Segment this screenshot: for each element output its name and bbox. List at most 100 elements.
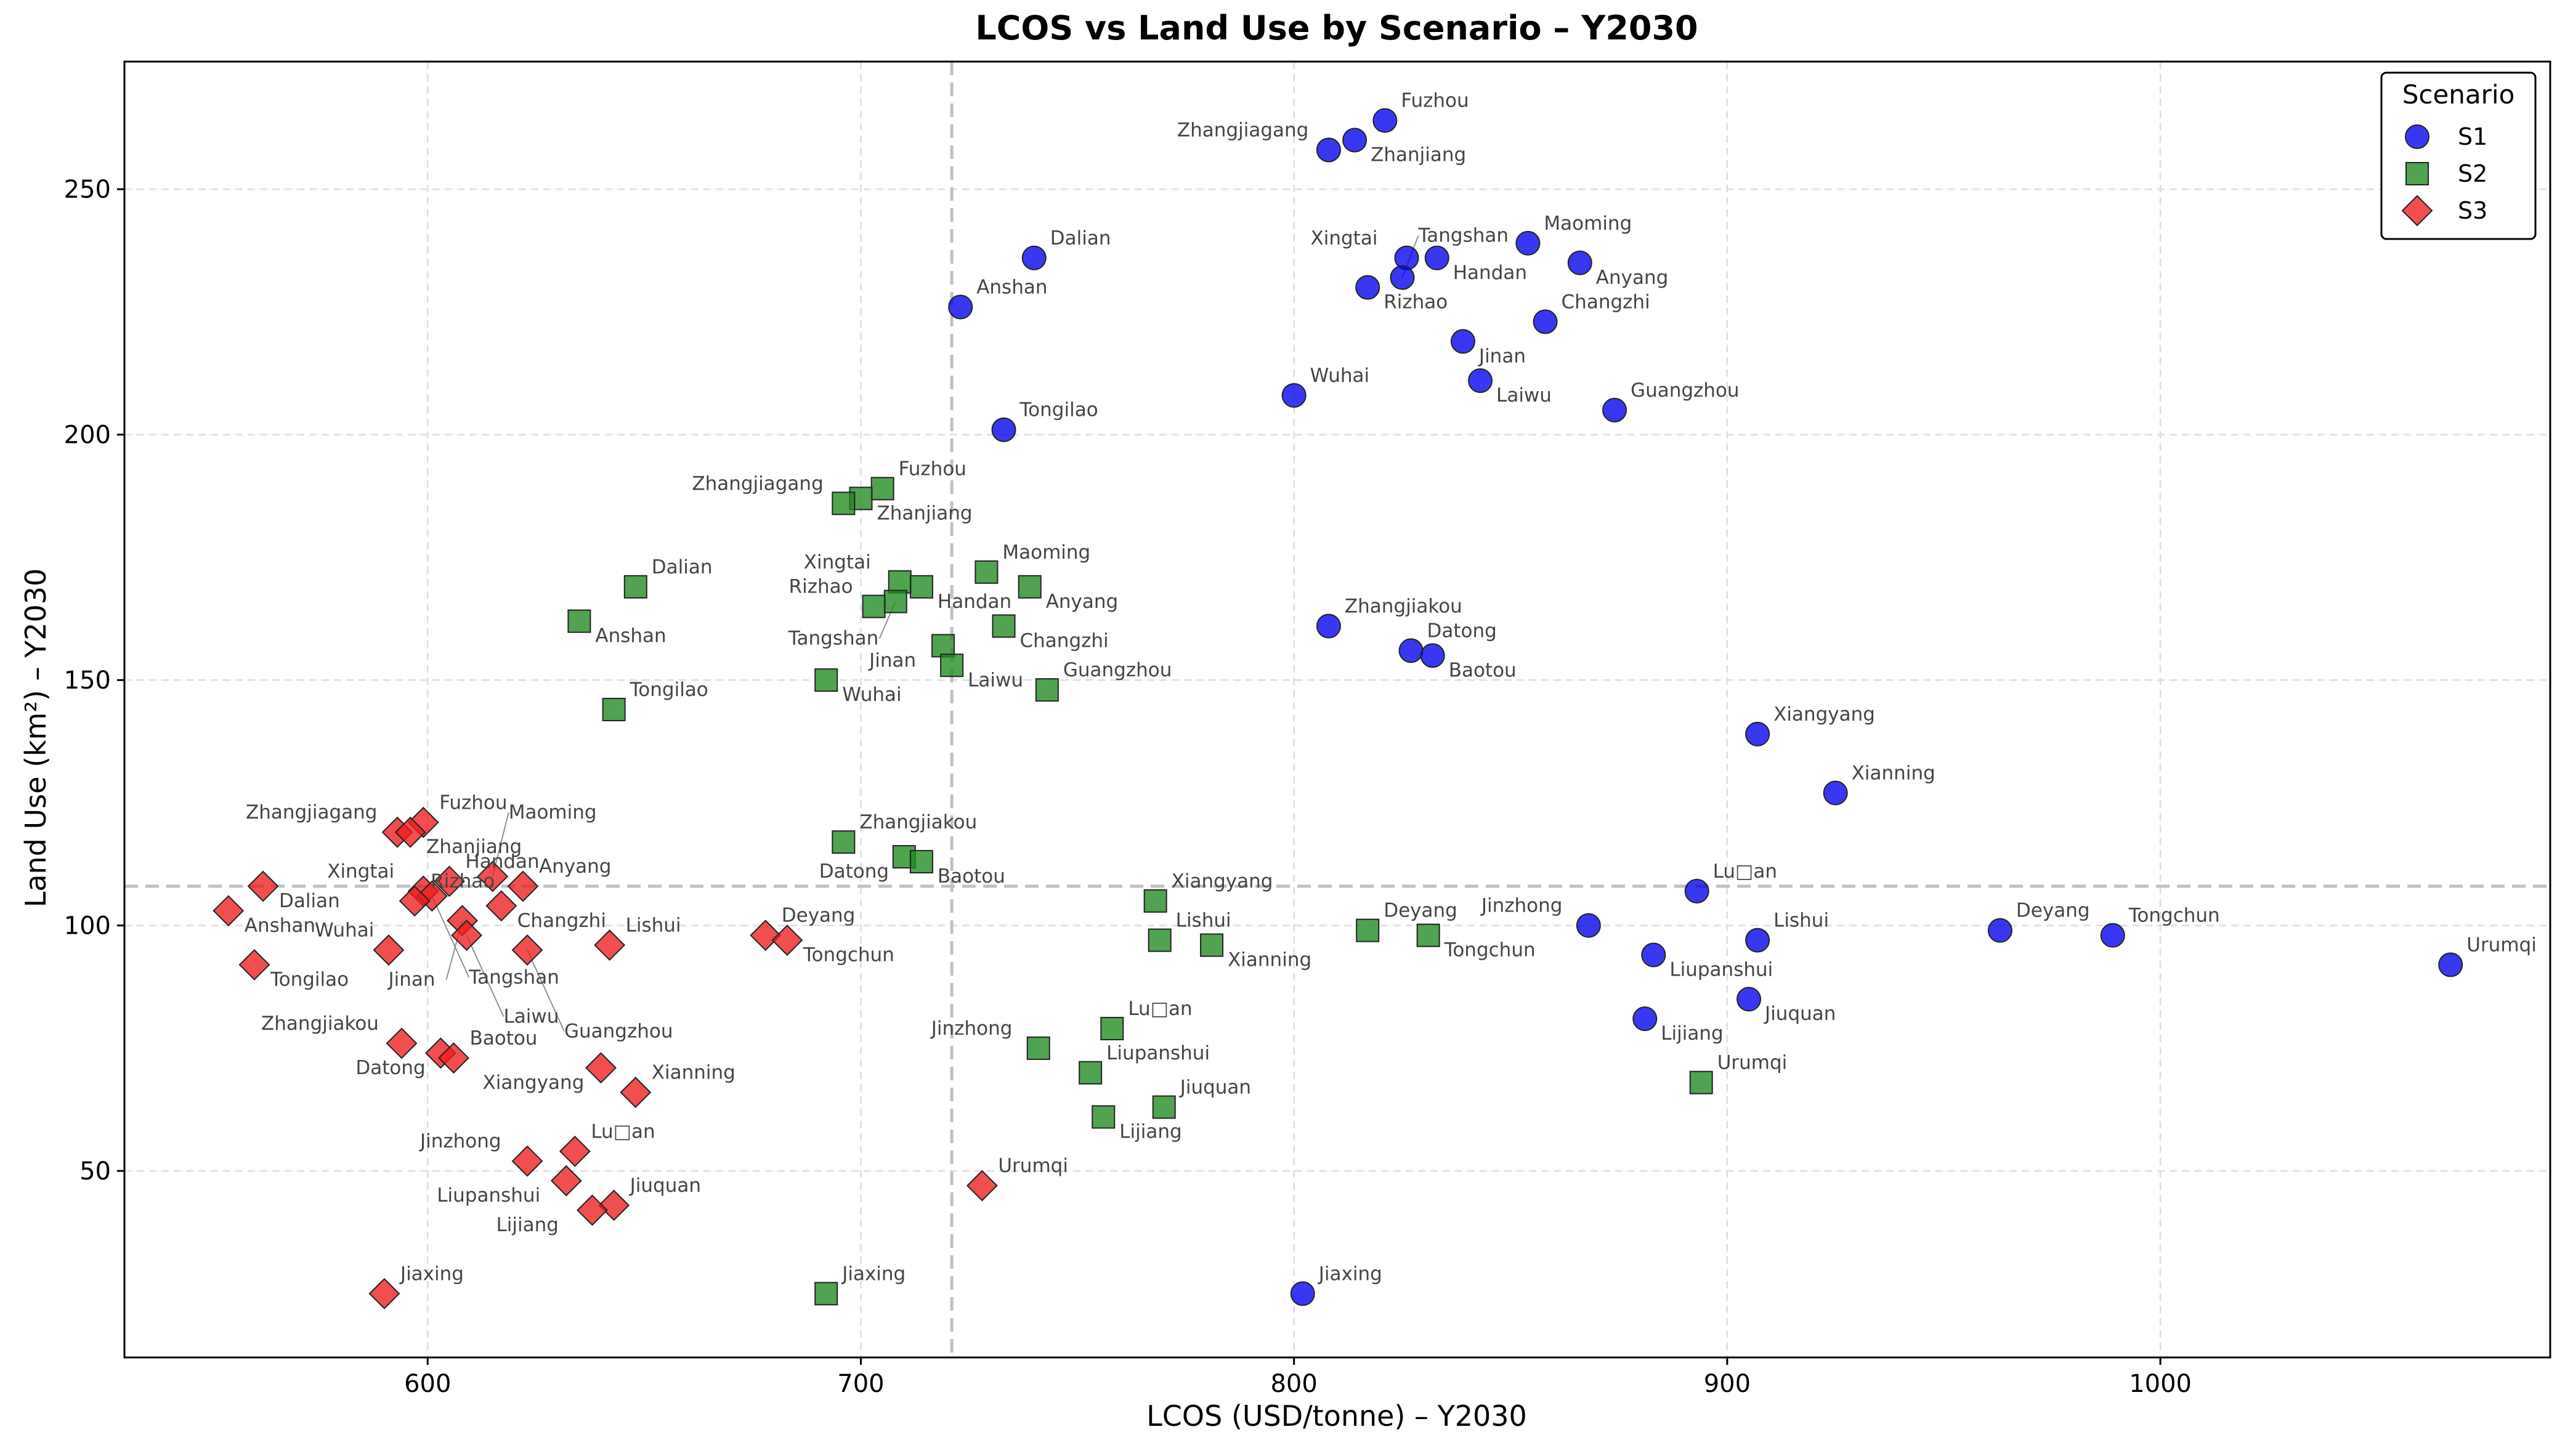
point-s3 [559,1135,591,1167]
y-tick-label: 50 [79,1157,111,1186]
point-s1 [1684,878,1709,904]
point-label: Rizhao [1384,291,1448,313]
point-s1 [1736,987,1762,1012]
point-s2 [1143,889,1167,913]
point-label: Anshan [976,276,1047,298]
point-label: Rizhao [431,870,495,892]
point-label: Dalian [1050,227,1111,249]
y-tick-label: 250 [64,176,111,204]
point-label: Baotou [469,1027,537,1050]
point-s2 [602,698,626,721]
point-s1 [1567,250,1592,275]
point-s2 [1200,933,1224,957]
point-label: Changzhi [1020,630,1109,652]
point-label: Jinan [387,969,436,991]
point-label: Lu□an [1713,860,1777,883]
x-tick-label: 700 [837,1370,884,1398]
point-label: Anyang [1596,267,1669,289]
point-label: Tongilao [270,968,349,990]
point-s3 [394,816,426,848]
point-label: Lu□an [591,1120,655,1143]
point-label: Maoming [1544,212,1632,235]
point-label: Laiwu [1496,384,1552,406]
point-s1 [1745,721,1770,746]
point-label: Xianning [1852,762,1935,784]
point-s3 [451,920,482,952]
point-s3 [386,1027,418,1059]
point-label: Changzhi [517,910,606,932]
point-label: Jinzhong [419,1130,501,1152]
point-s2 [1035,678,1059,702]
point-label: Fuzhou [439,791,507,814]
point-s2 [931,634,955,658]
point-s3 [511,934,543,966]
axis-ticks: 600 700 800 900 1000 50 100 150 200 250 [64,176,2192,1398]
point-label: Jiuquan [629,1175,701,1197]
point-label: Deyang [1384,900,1457,922]
point-s2 [909,850,933,874]
point-s2 [567,609,591,633]
point-s1 [1021,245,1047,270]
point-label: Jinan [868,649,916,671]
point-s2 [1026,1036,1050,1060]
point-s1 [1602,397,1627,423]
point-label: Guangzhou [564,1021,673,1043]
point-s1 [1342,127,1368,153]
point-s2 [909,575,933,599]
point-s1 [2438,952,2463,977]
point-label: Fuzhou [1401,90,1469,112]
x-tick-label: 900 [1704,1370,1751,1398]
point-labels: Fuzhou Zhanjiang Zhangjiagang Maoming Xingta… [245,90,2537,1285]
x-tick-label: 800 [1270,1370,1317,1398]
point-s2 [1689,1070,1713,1094]
point-label: Zhanjiang [877,502,972,524]
point-label: Handan [1453,262,1527,284]
point-s2 [623,575,647,599]
point-s1 [1515,230,1541,256]
point-label: Xianning [652,1062,735,1084]
legend-marker-s3 [2401,195,2433,227]
point-s3 [507,870,539,902]
point-label: Tangshan [788,628,879,650]
point-s1 [948,294,973,320]
point-s1 [1355,275,1380,300]
x-tick-label: 600 [404,1370,451,1398]
point-label: Lishui [1176,910,1231,932]
point-s3 [771,924,803,956]
point-s1 [1290,1281,1315,1306]
reference-lines [124,62,2550,1357]
point-s1 [1450,329,1475,354]
point-label: Guangzhou [1063,659,1172,681]
legend-entry-s1: S1 [2458,123,2487,150]
point-s2 [883,589,907,613]
point-s1 [1987,918,2012,943]
point-label: Xiangyang [483,1072,585,1094]
point-label: Liupanshui [1669,958,1773,981]
point-s1 [1632,1006,1658,1032]
point-s2 [975,560,999,584]
y-tick-label: 150 [64,666,111,695]
point-s3 [577,1194,608,1226]
point-s3 [477,860,509,892]
point-label: Zhangjiagang [246,801,377,823]
plot-area-frame [123,60,2551,1359]
point-s2 [1152,1095,1176,1119]
point-label: Anshan [245,915,315,937]
point-s3 [585,1052,617,1084]
label-leader [466,935,504,1017]
point-label: Maoming [1002,541,1090,564]
point-label: Zhangjiagang [692,472,823,495]
point-s1 [1372,108,1398,133]
point-s2 [862,594,886,618]
point-s1 [1398,638,1424,663]
y-tick-label: 100 [64,912,111,940]
point-label: Urumqi [998,1155,1068,1177]
point-s1 [1390,265,1415,290]
point-label: Jinan [1478,345,1526,367]
point-s3 [598,1189,630,1221]
label-leader [431,896,470,978]
legend: Scenario S1 S2 S3 [2380,71,2537,240]
legend-title: Scenario [2402,79,2515,110]
point-s2 [832,491,856,516]
